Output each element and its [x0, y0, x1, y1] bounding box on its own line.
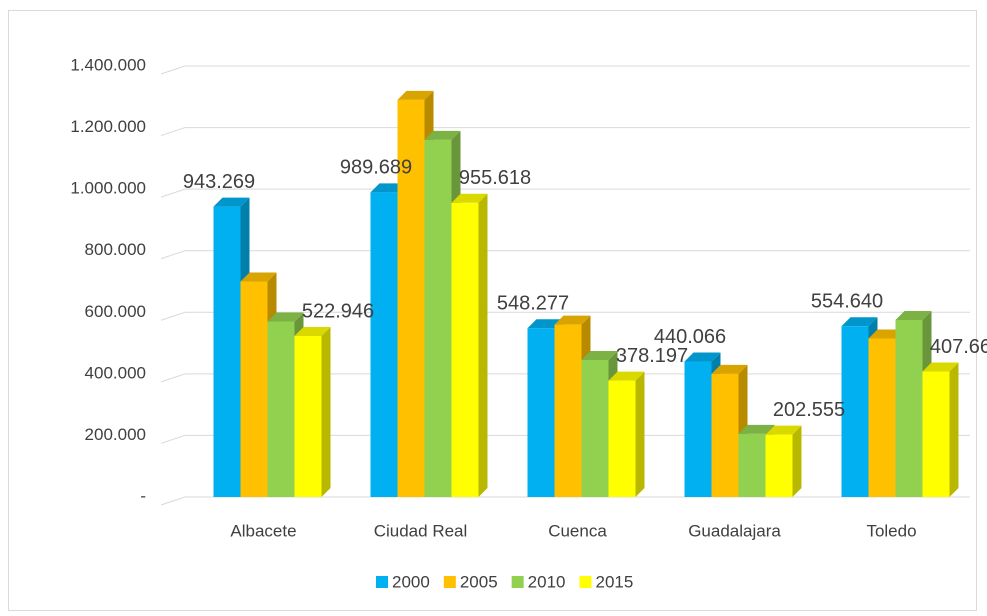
bar — [765, 434, 793, 497]
data-label: 407.668 — [930, 336, 987, 358]
bar — [711, 373, 739, 497]
bar-top — [397, 90, 434, 100]
legend-swatch — [511, 576, 524, 588]
bar-side — [321, 327, 331, 497]
y-tick-label: 1.000.000 — [70, 179, 146, 198]
data-label: 955.618 — [459, 167, 531, 189]
data-label: 989.689 — [340, 157, 412, 179]
x-tick-label: Cuenca — [548, 521, 607, 540]
bar — [554, 324, 582, 497]
bar — [868, 338, 896, 497]
legend-swatch — [579, 576, 592, 588]
y-tick-label: 1.400.000 — [70, 55, 146, 74]
grid-line — [160, 311, 970, 321]
y-tick-label: - — [140, 486, 146, 505]
bar — [922, 371, 950, 497]
bar — [294, 336, 322, 497]
bar — [684, 361, 712, 497]
x-tick-label: Albacete — [230, 521, 296, 540]
bar — [424, 139, 452, 497]
bar — [213, 206, 241, 497]
y-tick-label: 400.000 — [85, 363, 146, 382]
bar-top — [841, 317, 878, 327]
bar-side — [478, 193, 488, 498]
grid-line — [160, 65, 970, 75]
data-label: 943.269 — [183, 171, 255, 193]
y-tick-label: 200.000 — [85, 425, 146, 444]
data-label: 522.946 — [302, 300, 374, 322]
grid-line — [160, 188, 970, 198]
chart-frame — [8, 10, 977, 611]
legend-swatch — [376, 576, 388, 588]
bar-top — [554, 315, 591, 325]
bar — [608, 380, 636, 497]
bar-top — [608, 371, 645, 381]
data-label: 440.066 — [654, 326, 726, 348]
x-tick-label: Toledo — [866, 521, 916, 540]
legend-label: 2015 — [595, 572, 633, 591]
x-tick-label: Ciudad Real — [374, 521, 468, 540]
legend-label: 2000 — [392, 572, 430, 591]
bar-top — [213, 197, 250, 207]
bar-top — [294, 327, 331, 337]
bar-top — [581, 351, 618, 361]
grid-line — [160, 127, 970, 137]
data-label: 548.277 — [497, 292, 569, 314]
bar — [267, 321, 295, 497]
grid-line — [160, 250, 970, 260]
x-tick-label: Guadalajara — [688, 521, 781, 540]
bar — [527, 328, 555, 497]
bar-top — [738, 424, 775, 434]
legend-label: 2005 — [460, 572, 498, 591]
y-tick-label: 800.000 — [85, 240, 146, 259]
bar-side — [949, 362, 959, 497]
bar-top — [765, 425, 802, 435]
bar — [240, 281, 268, 497]
legend-swatch — [443, 576, 456, 588]
bar-side — [635, 371, 645, 497]
bar — [581, 360, 609, 497]
bar-top — [922, 362, 959, 372]
bar-top — [895, 310, 932, 320]
bar-top — [240, 272, 277, 282]
bar-side — [792, 425, 802, 497]
data-label: 554.640 — [811, 291, 883, 313]
bar-top — [451, 193, 488, 203]
bar — [895, 319, 923, 497]
bar-top — [424, 130, 461, 140]
legend-label: 2010 — [528, 572, 566, 591]
y-tick-label: 600.000 — [85, 302, 146, 321]
bar — [841, 326, 869, 497]
y-tick-label: 1.200.000 — [70, 117, 146, 136]
data-label: 378.197 — [616, 345, 688, 367]
bar — [397, 99, 425, 497]
bar-top — [684, 352, 721, 362]
bar-top — [267, 312, 304, 322]
bar — [738, 433, 766, 497]
bar — [370, 192, 398, 497]
data-label: 202.555 — [773, 399, 845, 421]
bar-top — [711, 364, 748, 374]
bar — [451, 202, 479, 498]
